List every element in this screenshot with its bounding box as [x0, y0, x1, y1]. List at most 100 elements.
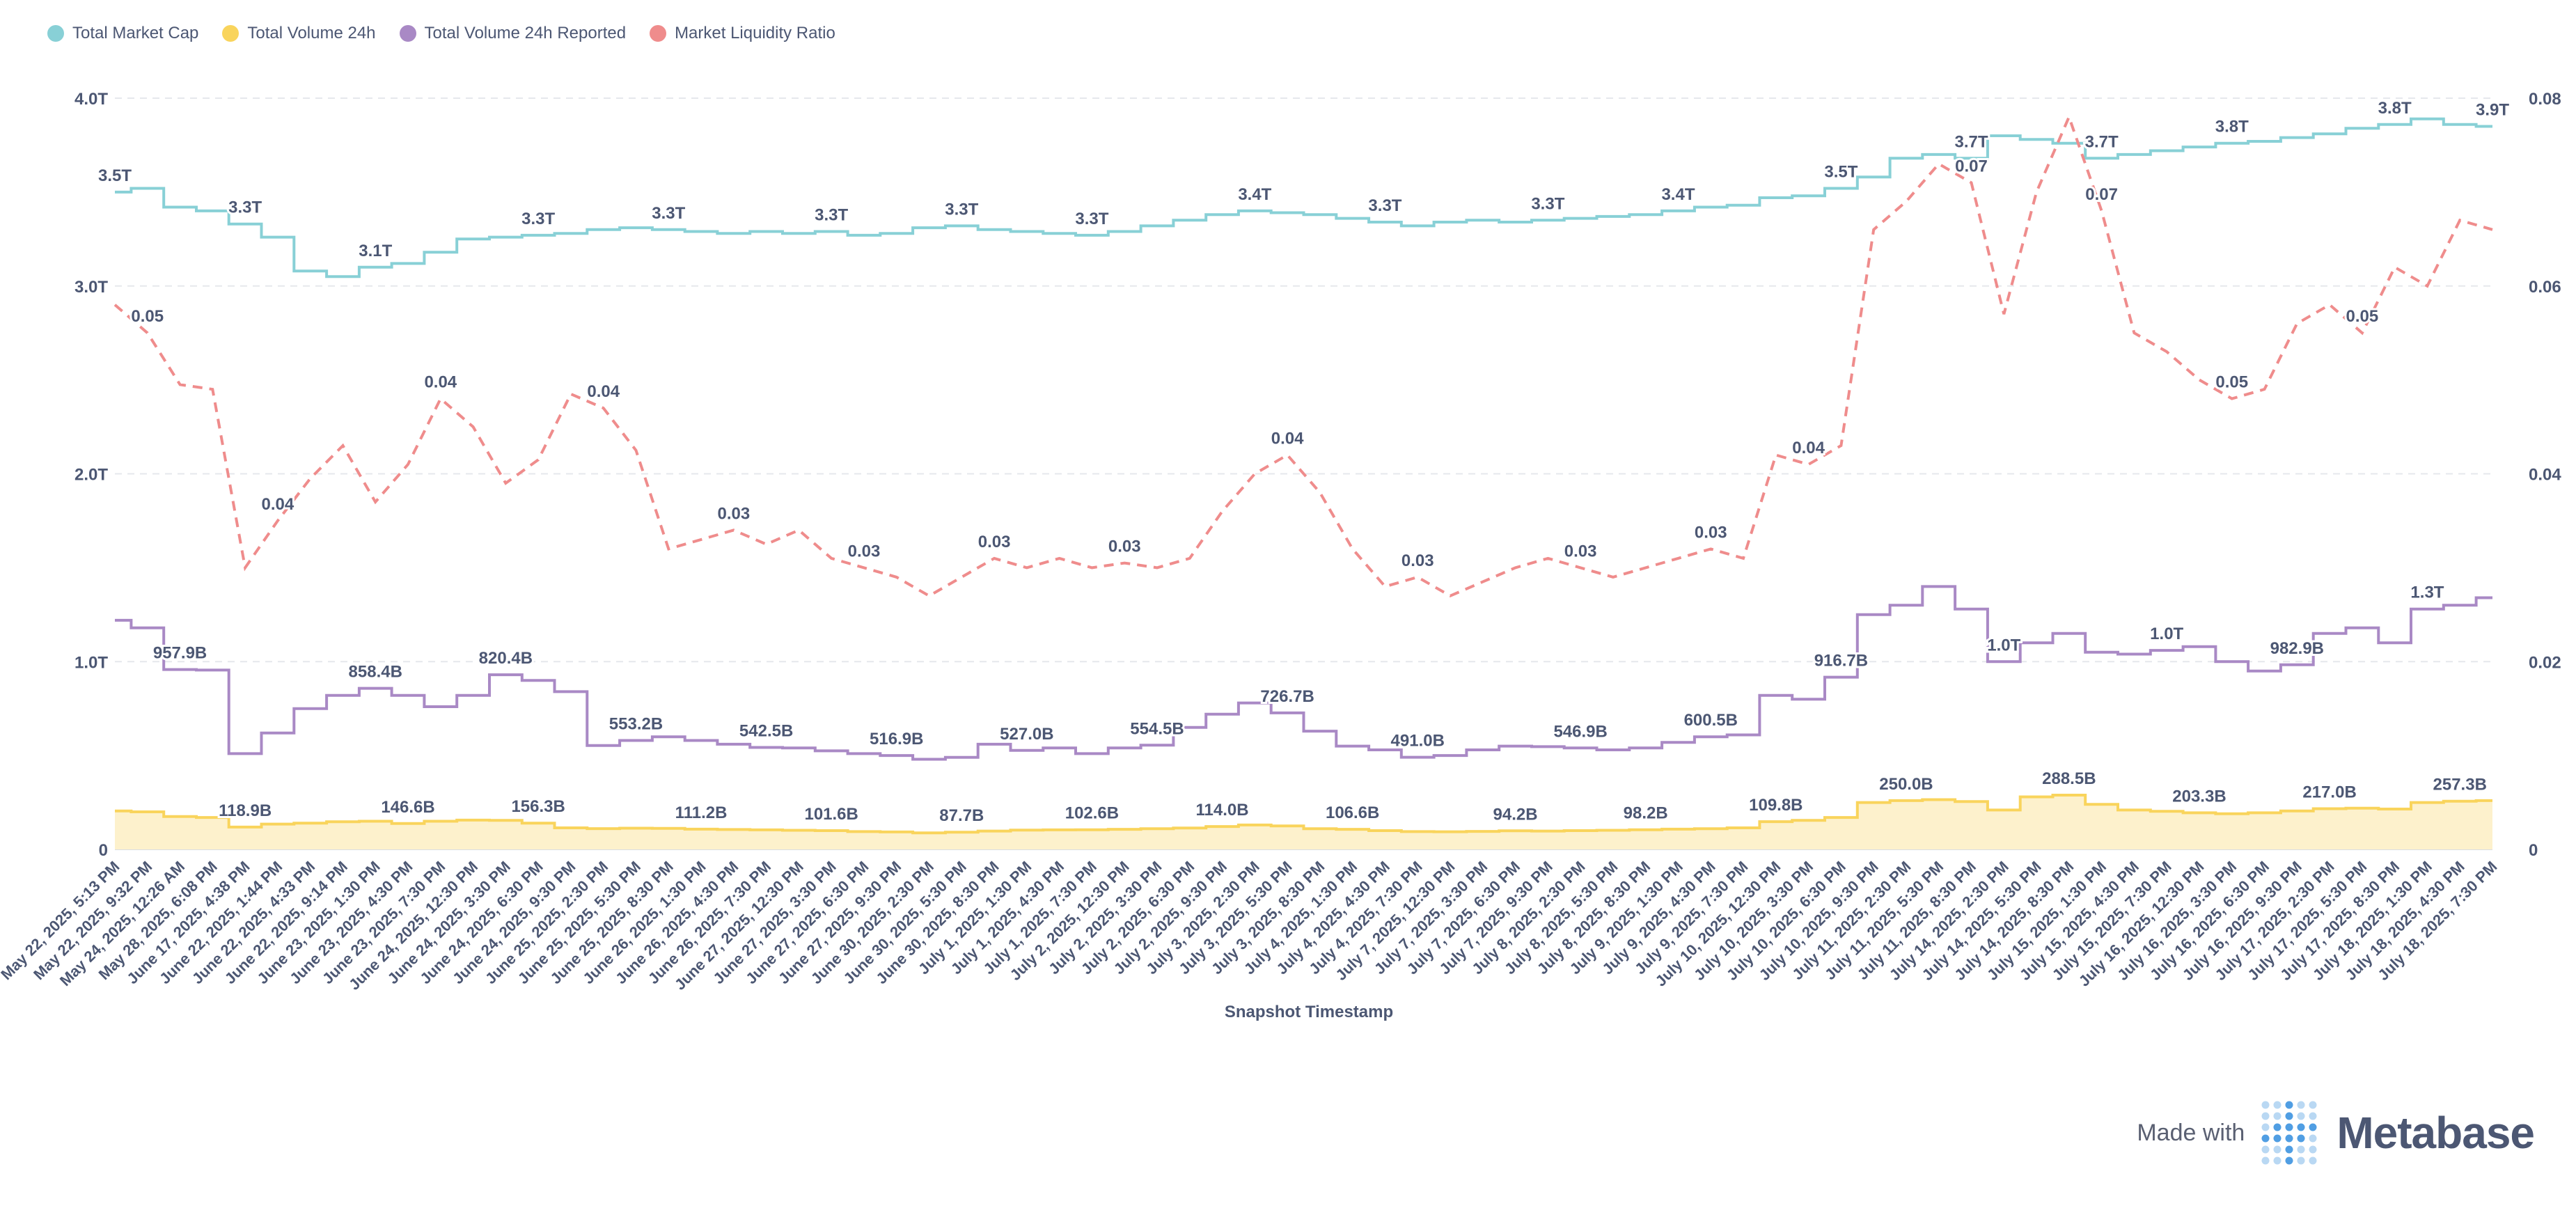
legend-item-total-market-cap[interactable]: Total Market Cap — [47, 24, 198, 43]
made-with-text: Made with — [2137, 1119, 2245, 1146]
logo-dot — [2285, 1145, 2293, 1154]
data-label: 982.9B — [2270, 639, 2324, 658]
data-label: 858.4B — [349, 663, 402, 682]
data-label: 3.3T — [1531, 194, 1564, 213]
data-label: 516.9B — [870, 730, 923, 748]
data-label: 3.3T — [521, 210, 555, 228]
data-label: 0.04 — [1792, 439, 1825, 457]
logo-dot — [2285, 1123, 2293, 1131]
data-label: 109.8B — [1749, 796, 1803, 815]
legend-item-total-volume-24h-reported[interactable]: Total Volume 24h Reported — [399, 24, 627, 43]
data-label: 726.7B — [1260, 687, 1314, 706]
y-axis-right: 0 0.02 0.04 0.06 0.08 — [2529, 90, 2561, 860]
data-label: 0.03 — [1108, 538, 1141, 556]
data-label: 0.04 — [424, 373, 457, 392]
y-tick-left: 3.0T — [74, 278, 108, 297]
data-label: 3.4T — [1661, 185, 1695, 204]
data-label: 3.9T — [2476, 100, 2509, 119]
legend-item-total-volume-24h[interactable]: Total Volume 24h — [222, 24, 376, 43]
y-tick-left: 0 — [99, 841, 108, 860]
legend-item-market-liquidity-ratio[interactable]: Market Liquidity Ratio — [650, 24, 835, 43]
logo-dot — [2273, 1156, 2282, 1165]
data-label: 257.3B — [2433, 776, 2487, 794]
logo-dot — [2285, 1101, 2293, 1109]
data-label: 3.5T — [98, 166, 132, 185]
series-line-total-market-cap — [115, 117, 2492, 279]
data-label: 3.3T — [815, 206, 848, 225]
y-tick-right: 0.06 — [2529, 278, 2561, 297]
logo-dot — [2261, 1123, 2270, 1131]
data-label: 527.0B — [1000, 725, 1053, 744]
y-axis-left: 0 1.0T 2.0T 3.0T 4.0T — [74, 90, 108, 860]
data-label: 3.3T — [228, 198, 262, 217]
logo-dot — [2273, 1145, 2282, 1154]
logo-dot — [2309, 1112, 2317, 1120]
series-line-total-volume-24h — [115, 794, 2492, 835]
legend-label: Market Liquidity Ratio — [675, 24, 835, 42]
data-label: 3.8T — [2378, 99, 2412, 118]
data-label: 3.1T — [359, 242, 392, 260]
series-area-total-volume-24h — [115, 795, 2492, 849]
logo-dot — [2309, 1156, 2317, 1165]
logo-dot — [2285, 1156, 2293, 1165]
data-label: 0.03 — [1564, 542, 1597, 560]
y-tick-right: 0.08 — [2529, 90, 2561, 109]
data-label: 0.07 — [1955, 157, 1988, 175]
series-line-total-volume-24h-reported — [115, 585, 2492, 761]
data-label: 102.6B — [1065, 804, 1119, 823]
legend-dot-icon — [399, 25, 416, 42]
logo-dot — [2261, 1145, 2270, 1154]
data-label: 542.5B — [739, 722, 793, 741]
data-label: 288.5B — [2042, 769, 2096, 788]
y-tick-left: 1.0T — [74, 653, 108, 672]
data-label: 3.3T — [652, 204, 685, 223]
logo-dot — [2297, 1145, 2305, 1154]
y-tick-right: 0.02 — [2529, 653, 2561, 672]
legend-dot-icon — [222, 25, 239, 42]
data-labels: 3.5T 3.3T 3.1T 3.3T 3.3T 3.3T 3.3T 3.3T 3.4T 3.3T… — [96, 97, 2511, 827]
series-layer — [113, 113, 2493, 849]
data-label: 114.0B — [1196, 801, 1249, 819]
data-label: 1.3T — [2410, 583, 2444, 602]
brand-name[interactable]: Metabase — [2337, 1108, 2535, 1158]
chart-legend: Total Market Cap Total Volume 24h Total … — [47, 24, 835, 43]
x-axis-title: Snapshot Timestamp — [1225, 1003, 1393, 1021]
footer-branding: Made with Metabase — [2137, 1099, 2535, 1166]
data-label: 0.04 — [262, 495, 294, 514]
data-label: 146.6B — [381, 798, 434, 817]
data-label: 491.0B — [1391, 732, 1445, 751]
data-label: 3.8T — [2215, 118, 2249, 136]
logo-dot — [2261, 1156, 2270, 1165]
data-label: 94.2B — [1493, 805, 1538, 824]
data-label: 98.2B — [1624, 804, 1668, 823]
data-label: 820.4B — [479, 649, 533, 668]
data-label: 0.05 — [2215, 373, 2248, 392]
data-label: 118.9B — [219, 801, 272, 820]
data-label: 3.3T — [1075, 210, 1108, 228]
data-label: 111.2B — [675, 803, 728, 822]
logo-dot — [2309, 1145, 2317, 1154]
data-label: 3.5T — [1824, 162, 1858, 181]
y-tick-left: 2.0T — [74, 466, 108, 485]
logo-dot — [2273, 1112, 2282, 1120]
data-label: 3.3T — [945, 200, 978, 219]
logo-dot — [2297, 1112, 2305, 1120]
legend-label: Total Market Cap — [72, 24, 199, 42]
data-label: 0.03 — [1695, 523, 1727, 542]
logo-dot — [2261, 1112, 2270, 1120]
data-label: 203.3B — [2172, 787, 2226, 806]
data-label: 0.03 — [717, 504, 750, 523]
data-label: 0.04 — [587, 382, 620, 401]
data-label: 546.9B — [1553, 722, 1607, 741]
data-label: 156.3B — [511, 797, 565, 816]
legend-dot-icon — [47, 25, 64, 42]
data-label: 916.7B — [1814, 652, 1868, 670]
y-tick-right: 0.04 — [2529, 466, 2561, 485]
data-label: 957.9B — [153, 644, 207, 663]
data-label: 0.03 — [978, 533, 1011, 551]
logo-dot — [2273, 1101, 2282, 1109]
legend-label: Total Volume 24h Reported — [424, 24, 627, 42]
logo-dot — [2297, 1134, 2305, 1143]
data-label: 1.0T — [1987, 636, 2020, 654]
